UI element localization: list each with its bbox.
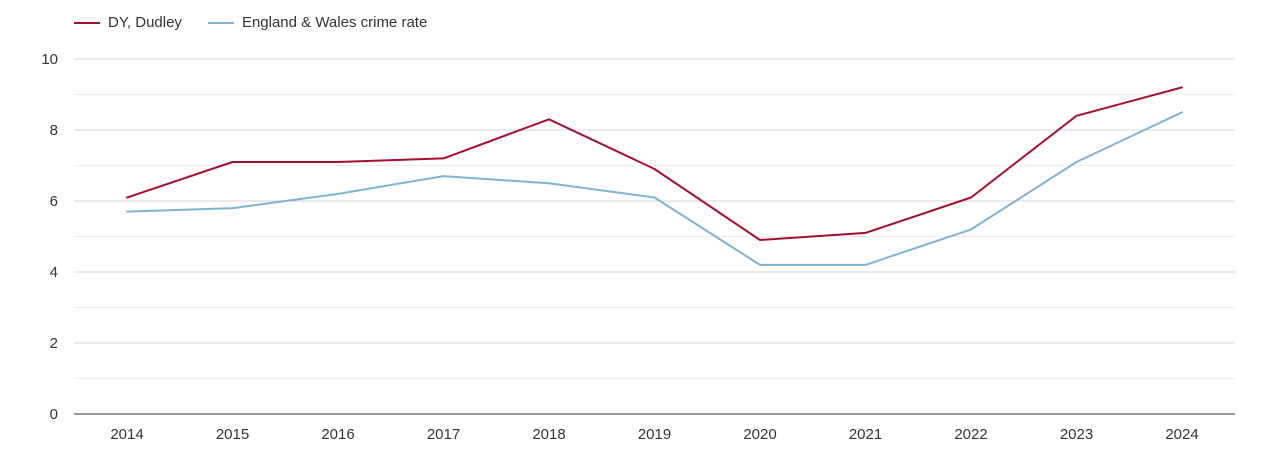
data-point-dudley[interactable] <box>124 194 130 200</box>
data-point-dudley[interactable] <box>230 159 236 165</box>
data-point-dudley[interactable] <box>1074 113 1080 119</box>
data-point-england-wales[interactable] <box>652 194 658 200</box>
y-tick-label: 0 <box>50 406 58 423</box>
data-point-dudley[interactable] <box>1179 84 1185 90</box>
data-point-england-wales[interactable] <box>1074 159 1080 165</box>
x-tick-label: 2022 <box>954 426 987 443</box>
y-tick-label: 6 <box>50 193 58 210</box>
data-point-england-wales[interactable] <box>441 173 447 179</box>
x-tick-label: 2014 <box>110 426 143 443</box>
y-tick-label: 4 <box>50 264 58 281</box>
x-tick-label: 2017 <box>427 426 460 443</box>
data-point-dudley[interactable] <box>968 194 974 200</box>
x-tick-label: 2021 <box>849 426 882 443</box>
data-point-england-wales[interactable] <box>546 180 552 186</box>
data-point-dudley[interactable] <box>652 166 658 172</box>
y-tick-label: 2 <box>50 335 58 352</box>
series-line-england-wales <box>126 111 1183 266</box>
data-point-dudley[interactable] <box>546 116 552 122</box>
data-point-england-wales[interactable] <box>335 191 341 197</box>
data-point-england-wales[interactable] <box>124 209 130 215</box>
x-tick-label: 2020 <box>743 426 776 443</box>
data-point-england-wales[interactable] <box>230 205 236 211</box>
y-tick-label: 8 <box>50 122 58 139</box>
data-point-dudley[interactable] <box>757 237 763 243</box>
data-point-england-wales[interactable] <box>1179 109 1185 115</box>
legend-label-england-wales: England & Wales crime rate <box>241 14 428 31</box>
data-point-dudley[interactable] <box>441 155 447 161</box>
x-tick-label: 2019 <box>638 426 671 443</box>
x-tick-label: 2016 <box>321 426 354 443</box>
legend-item-dudley[interactable]: DY, Dudley <box>74 14 182 31</box>
data-point-england-wales[interactable] <box>757 262 763 268</box>
data-point-england-wales[interactable] <box>968 226 974 232</box>
legend-swatch-dudley <box>74 21 100 24</box>
data-point-dudley[interactable] <box>863 230 869 236</box>
x-tick-label: 2024 <box>1165 426 1198 443</box>
series-line-dudley <box>126 86 1183 241</box>
legend-label-dudley: DY, Dudley <box>108 14 182 31</box>
legend: DY, Dudley England & Wales crime rate <box>74 14 427 31</box>
legend-item-england-wales[interactable]: England & Wales crime rate <box>207 14 428 31</box>
y-tick-label: 10 <box>41 51 58 68</box>
data-point-england-wales[interactable] <box>863 262 869 268</box>
x-tick-label: 2023 <box>1060 426 1093 443</box>
x-tick-label: 2018 <box>532 426 565 443</box>
legend-swatch-england-wales <box>207 21 234 24</box>
x-tick-label: 2015 <box>216 426 249 443</box>
data-point-dudley[interactable] <box>335 159 341 165</box>
